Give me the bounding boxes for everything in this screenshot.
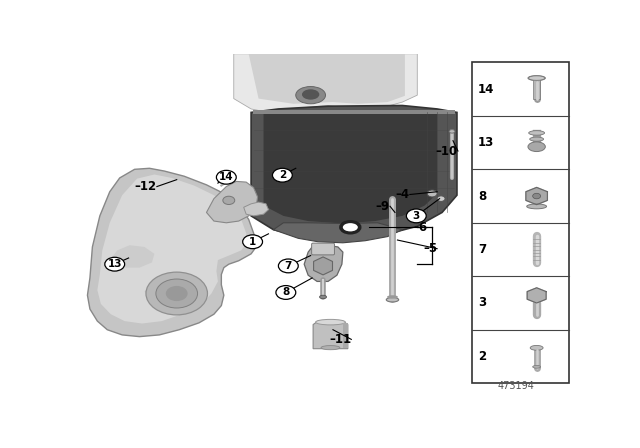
Polygon shape: [251, 106, 457, 240]
Text: 1: 1: [249, 237, 256, 247]
Polygon shape: [97, 174, 248, 323]
Circle shape: [406, 209, 426, 223]
Polygon shape: [304, 245, 343, 281]
FancyBboxPatch shape: [253, 110, 455, 114]
Polygon shape: [207, 181, 257, 223]
Text: 14: 14: [478, 82, 494, 95]
Polygon shape: [527, 288, 546, 303]
Ellipse shape: [319, 295, 326, 299]
Text: –12: –12: [135, 180, 157, 193]
Ellipse shape: [387, 297, 399, 302]
Polygon shape: [249, 54, 405, 104]
Text: –10: –10: [436, 145, 458, 158]
Ellipse shape: [343, 223, 358, 232]
Text: 473194: 473194: [498, 381, 535, 391]
Circle shape: [156, 279, 198, 308]
Text: 8: 8: [282, 288, 289, 297]
Text: 13: 13: [478, 136, 494, 149]
Text: 3: 3: [478, 297, 486, 310]
Ellipse shape: [529, 131, 545, 135]
Circle shape: [276, 285, 296, 299]
Text: 14: 14: [219, 172, 234, 182]
Ellipse shape: [532, 366, 541, 368]
Ellipse shape: [316, 319, 346, 325]
Ellipse shape: [530, 345, 543, 350]
Polygon shape: [244, 202, 269, 216]
FancyBboxPatch shape: [472, 62, 568, 383]
Polygon shape: [526, 187, 547, 205]
Text: 2: 2: [478, 350, 486, 363]
FancyBboxPatch shape: [533, 77, 540, 99]
FancyBboxPatch shape: [312, 243, 335, 255]
Circle shape: [532, 193, 541, 199]
Text: –4: –4: [396, 188, 410, 201]
Circle shape: [243, 235, 262, 249]
Ellipse shape: [302, 89, 319, 99]
Ellipse shape: [527, 204, 547, 209]
Circle shape: [273, 168, 292, 182]
Ellipse shape: [529, 76, 545, 80]
Polygon shape: [110, 245, 154, 267]
Ellipse shape: [528, 142, 545, 151]
Circle shape: [166, 286, 188, 301]
Polygon shape: [88, 168, 256, 336]
Ellipse shape: [530, 137, 543, 141]
Circle shape: [105, 257, 125, 271]
Text: –9: –9: [376, 200, 390, 213]
Polygon shape: [264, 112, 437, 224]
Text: –6: –6: [413, 221, 428, 234]
Text: 13: 13: [108, 259, 122, 269]
Ellipse shape: [449, 129, 455, 133]
Text: –11: –11: [329, 333, 351, 346]
Text: 8: 8: [478, 190, 486, 202]
Polygon shape: [234, 54, 417, 112]
Text: 7: 7: [285, 261, 292, 271]
Circle shape: [437, 196, 445, 202]
Circle shape: [223, 196, 235, 204]
Circle shape: [428, 190, 437, 197]
Text: 7: 7: [478, 243, 486, 256]
Text: –5: –5: [423, 242, 437, 255]
Ellipse shape: [321, 345, 340, 350]
Ellipse shape: [387, 295, 398, 299]
Circle shape: [278, 259, 298, 273]
Ellipse shape: [296, 86, 326, 104]
Text: 2: 2: [279, 170, 286, 180]
Polygon shape: [145, 275, 207, 304]
Text: 3: 3: [413, 211, 420, 221]
Circle shape: [146, 272, 207, 315]
Ellipse shape: [528, 76, 545, 81]
Circle shape: [216, 170, 236, 184]
Polygon shape: [314, 257, 333, 275]
FancyBboxPatch shape: [343, 323, 348, 348]
Polygon shape: [273, 223, 403, 243]
Polygon shape: [313, 321, 348, 349]
